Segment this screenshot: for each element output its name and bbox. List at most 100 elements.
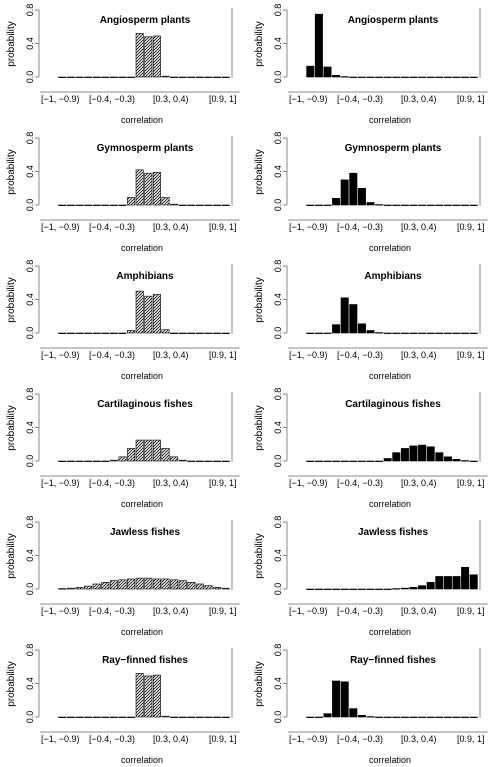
x-tick-label: [0.9, 1]	[457, 350, 485, 360]
bar	[469, 76, 478, 78]
bar	[187, 76, 196, 78]
bar	[349, 76, 358, 78]
bar	[204, 460, 213, 462]
bar	[170, 579, 179, 590]
chart-title: Jawless fishes	[110, 527, 180, 538]
y-tick-label: 0.0	[273, 711, 283, 724]
y-tick-label: 0.0	[25, 327, 35, 340]
bar	[127, 330, 136, 334]
bar	[392, 716, 401, 718]
y-tick-label: 0.0	[273, 583, 283, 596]
bar	[178, 204, 187, 206]
bar	[400, 448, 409, 462]
x-tick-label: [0.3, 0.4)	[153, 94, 189, 104]
bar	[375, 460, 384, 462]
y-axis-label: probability	[254, 405, 265, 451]
bar	[178, 716, 187, 718]
bar	[443, 332, 452, 334]
bar	[178, 76, 187, 78]
bar	[306, 332, 315, 334]
y-axis-label: probability	[6, 149, 17, 195]
bar	[58, 332, 67, 334]
x-tick-label: [−0.4, −0.3)	[337, 222, 383, 232]
bar	[409, 332, 418, 334]
bar	[383, 716, 392, 718]
bar	[84, 332, 93, 334]
bar	[187, 332, 196, 334]
bar	[443, 576, 452, 590]
x-tick-label: [0.9, 1]	[457, 222, 485, 232]
bar	[366, 716, 375, 718]
bar	[400, 332, 409, 334]
x-tick-label: [0.3, 0.4)	[401, 734, 437, 744]
bar	[340, 588, 349, 590]
bar	[400, 587, 409, 590]
chart-panel: 0.0 0.4 0.8 probability Cartilaginous fishes…	[254, 388, 488, 509]
bar	[357, 588, 366, 590]
x-tick-label: [0.3, 0.4)	[401, 478, 437, 488]
bar	[357, 715, 366, 718]
bar	[314, 204, 323, 206]
bar	[349, 708, 358, 718]
bar	[366, 460, 375, 462]
bar	[135, 33, 144, 78]
bar	[213, 204, 222, 206]
x-tick-label: [−1, −0.9)	[289, 734, 328, 744]
x-tick-label: [0.9, 1]	[209, 478, 237, 488]
bar	[461, 716, 470, 718]
bar	[144, 36, 153, 78]
bar	[375, 76, 384, 78]
bar	[357, 76, 366, 78]
bar	[58, 716, 67, 718]
bar	[144, 675, 153, 718]
bar	[323, 713, 332, 718]
bar	[418, 716, 427, 718]
x-axis-label: correlation	[121, 371, 163, 381]
bar	[306, 460, 315, 462]
bar	[418, 585, 427, 590]
bar	[349, 460, 358, 462]
bar	[127, 716, 136, 718]
bar	[178, 459, 187, 462]
chart-panel: 0.0 0.4 0.8 probability Gymnosperm plants [−1…	[254, 132, 488, 253]
bar	[144, 172, 153, 206]
bar	[213, 76, 222, 78]
bar	[383, 588, 392, 590]
bar	[400, 76, 409, 78]
bar	[195, 716, 204, 718]
x-tick-label: [−0.4, −0.3)	[89, 606, 135, 616]
bar	[75, 460, 84, 462]
bar	[383, 458, 392, 462]
x-tick-label: [−0.4, −0.3)	[89, 350, 135, 360]
bar	[75, 76, 84, 78]
bar	[452, 332, 461, 334]
bar	[161, 75, 170, 78]
bar	[152, 35, 161, 78]
y-tick-label: 0.0	[25, 455, 35, 468]
x-tick-label: [0.3, 0.4)	[401, 94, 437, 104]
y-tick-label: 0.0	[25, 583, 35, 596]
bar	[375, 204, 384, 206]
y-tick-label: 0.8	[25, 132, 35, 145]
bar	[135, 439, 144, 462]
y-tick-label: 0.4	[273, 677, 283, 690]
bar	[92, 716, 101, 718]
x-tick-label: [−1, −0.9)	[41, 350, 80, 360]
chart-panel: 0.0 0.4 0.8 probability Amphibians [−1, −0.9)…	[6, 260, 240, 381]
bar	[452, 716, 461, 718]
bar	[426, 76, 435, 78]
x-tick-label: [0.9, 1]	[457, 734, 485, 744]
bar	[443, 716, 452, 718]
bar	[357, 187, 366, 206]
x-axis-label: correlation	[121, 115, 163, 125]
bar	[469, 460, 478, 462]
bar	[135, 290, 144, 334]
bar	[152, 172, 161, 206]
bar	[161, 448, 170, 462]
x-tick-label: [0.3, 0.4)	[153, 478, 189, 488]
x-tick-label: [0.9, 1]	[209, 222, 237, 232]
bar	[323, 460, 332, 462]
bar	[213, 460, 222, 462]
bar	[101, 332, 110, 334]
bar	[66, 587, 75, 590]
